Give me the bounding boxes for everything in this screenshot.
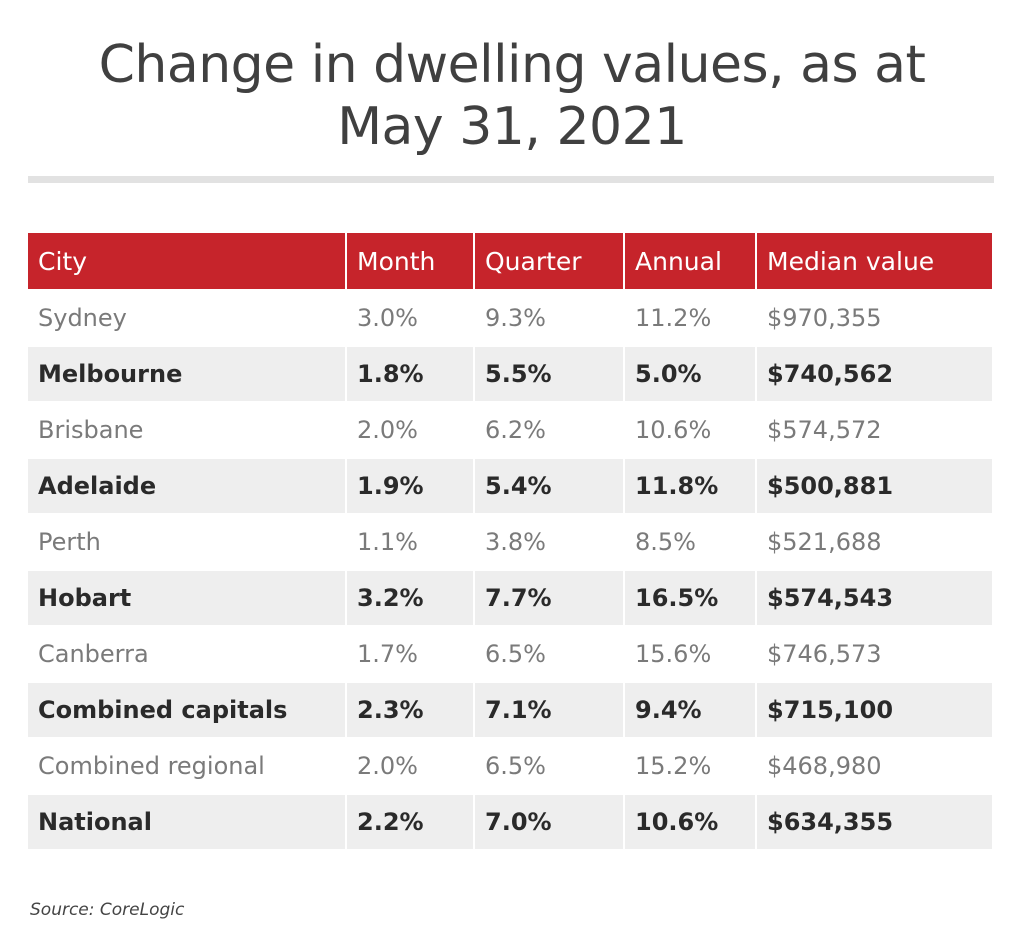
cell-city: Combined regional (28, 737, 347, 794)
column-header-month: Month (346, 233, 475, 290)
cell-median-value: $574,572 (756, 401, 992, 458)
table-row: Adelaide 1.9% 5.4% 11.8% $500,881 (28, 457, 992, 514)
cell-quarter: 6.2% (474, 401, 625, 458)
cell-quarter: 3.8% (474, 513, 625, 570)
cell-city: Adelaide (28, 457, 347, 514)
column-header-city: City (28, 233, 347, 290)
cell-quarter: 7.7% (474, 569, 625, 626)
cell-annual: 15.2% (624, 737, 757, 794)
cell-annual: 11.2% (624, 289, 757, 346)
table-row: Brisbane 2.0% 6.2% 10.6% $574,572 (28, 401, 992, 458)
cell-city: Perth (28, 513, 347, 570)
chart-title: Change in dwelling values, as at May 31,… (0, 34, 1024, 158)
cell-month: 3.0% (346, 289, 475, 346)
cell-annual: 10.6% (624, 401, 757, 458)
cell-quarter: 5.4% (474, 457, 625, 514)
cell-city: Sydney (28, 289, 347, 346)
cell-month: 2.0% (346, 737, 475, 794)
cell-city: Brisbane (28, 401, 347, 458)
cell-month: 1.8% (346, 345, 475, 402)
cell-annual: 9.4% (624, 681, 757, 738)
cell-median-value: $500,881 (756, 457, 992, 514)
table-row: National 2.2% 7.0% 10.6% $634,355 (28, 793, 992, 849)
table-row: Canberra 1.7% 6.5% 15.6% $746,573 (28, 625, 992, 682)
column-header-quarter: Quarter (474, 233, 625, 290)
column-header-median-value: Median value (756, 233, 992, 290)
cell-median-value: $970,355 (756, 289, 992, 346)
column-header-annual: Annual (624, 233, 757, 290)
title-divider (28, 176, 994, 183)
cell-month: 2.3% (346, 681, 475, 738)
table-body: Sydney 3.0% 9.3% 11.2% $970,355 Melbourne 1.8%… (28, 289, 992, 849)
cell-quarter: 7.1% (474, 681, 625, 738)
table-row: Perth 1.1% 3.8% 8.5% $521,688 (28, 513, 992, 570)
cell-city: National (28, 793, 347, 849)
dwelling-values-table: City Month Quarter Annual Median value S… (28, 233, 992, 849)
cell-median-value: $746,573 (756, 625, 992, 682)
table-row: Sydney 3.0% 9.3% 11.2% $970,355 (28, 289, 992, 346)
cell-quarter: 7.0% (474, 793, 625, 849)
cell-month: 1.7% (346, 625, 475, 682)
cell-city: Canberra (28, 625, 347, 682)
cell-quarter: 6.5% (474, 737, 625, 794)
cell-quarter: 5.5% (474, 345, 625, 402)
cell-annual: 11.8% (624, 457, 757, 514)
cell-month: 2.0% (346, 401, 475, 458)
table-header-row: City Month Quarter Annual Median value (28, 233, 992, 290)
source-note: Source: CoreLogic (30, 900, 185, 920)
cell-month: 3.2% (346, 569, 475, 626)
cell-median-value: $521,688 (756, 513, 992, 570)
cell-city: Hobart (28, 569, 347, 626)
cell-median-value: $574,543 (756, 569, 992, 626)
cell-annual: 15.6% (624, 625, 757, 682)
cell-annual: 16.5% (624, 569, 757, 626)
chart-title-line-1: Change in dwelling values, as at (98, 35, 926, 95)
cell-annual: 5.0% (624, 345, 757, 402)
cell-median-value: $634,355 (756, 793, 992, 849)
cell-month: 1.9% (346, 457, 475, 514)
cell-quarter: 9.3% (474, 289, 625, 346)
table-row: Hobart 3.2% 7.7% 16.5% $574,543 (28, 569, 992, 626)
cell-annual: 10.6% (624, 793, 757, 849)
cell-median-value: $740,562 (756, 345, 992, 402)
cell-city: Melbourne (28, 345, 347, 402)
cell-quarter: 6.5% (474, 625, 625, 682)
cell-median-value: $468,980 (756, 737, 992, 794)
chart-title-line-2: May 31, 2021 (337, 97, 687, 157)
table-row: Combined regional 2.0% 6.5% 15.2% $468,980 (28, 737, 992, 794)
cell-month: 2.2% (346, 793, 475, 849)
table-row: Combined capitals 2.3% 7.1% 9.4% $715,100 (28, 681, 992, 738)
cell-city: Combined capitals (28, 681, 347, 738)
table-row: Melbourne 1.8% 5.5% 5.0% $740,562 (28, 345, 992, 402)
cell-annual: 8.5% (624, 513, 757, 570)
cell-median-value: $715,100 (756, 681, 992, 738)
cell-month: 1.1% (346, 513, 475, 570)
